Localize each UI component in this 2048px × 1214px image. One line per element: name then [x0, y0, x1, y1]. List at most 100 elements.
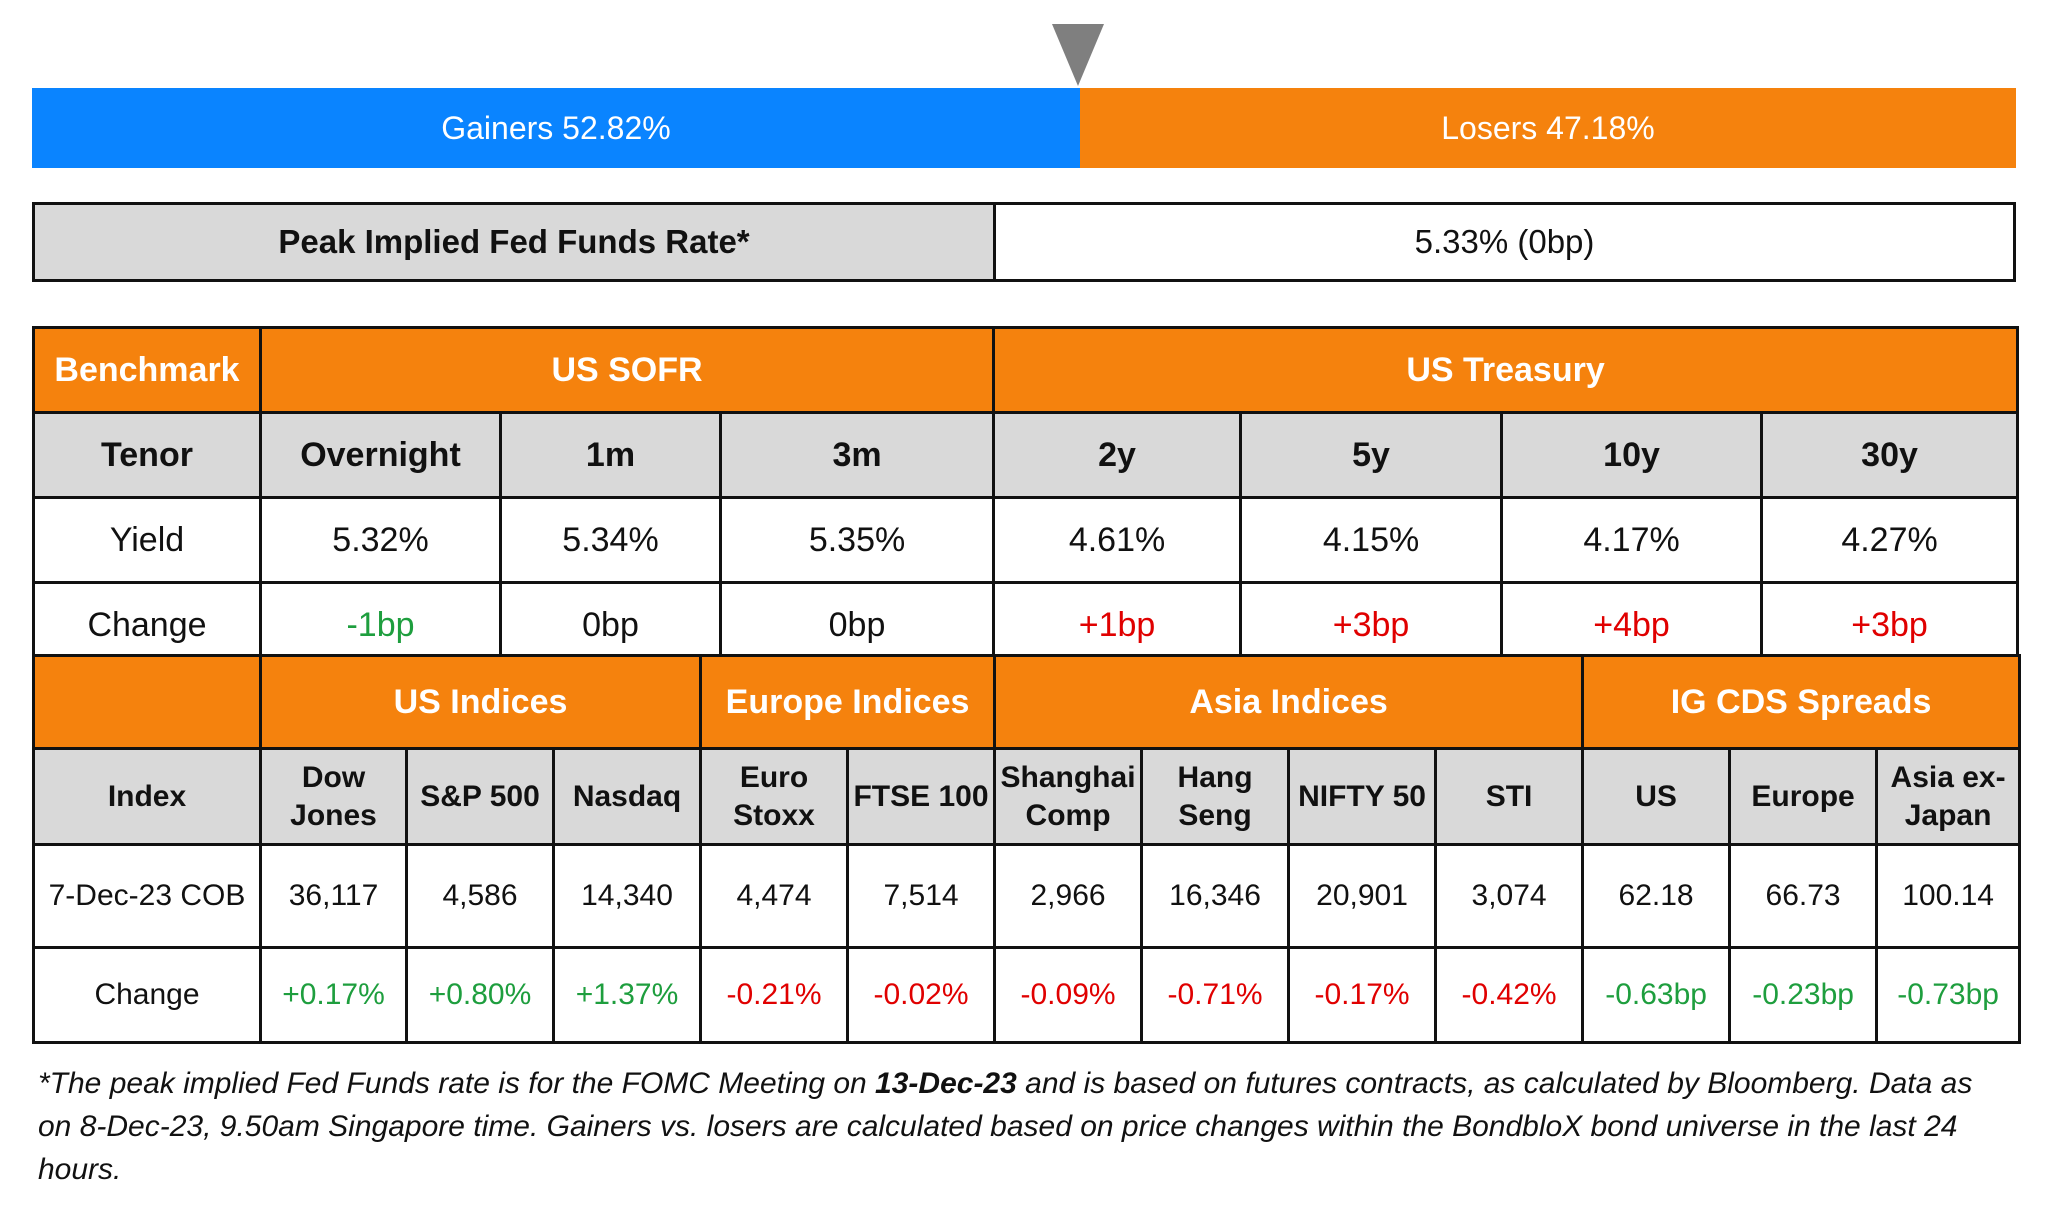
index-name-line: S&P 500: [420, 779, 540, 813]
index-change-cell: -0.63bp: [1581, 946, 1732, 1044]
index-name-cell: Europe: [1728, 747, 1879, 846]
index-name-line: Stoxx: [733, 798, 815, 832]
indices-group-header-row: US Indices Europe Indices Asia Indices I…: [32, 654, 2022, 750]
index-value-cell: 7,514: [846, 843, 997, 949]
index-name-cell: Dow Jones: [259, 747, 408, 846]
index-name-cell: Nasdaq: [551, 747, 703, 846]
index-name-line: Hang: [1177, 761, 1253, 794]
rates-table: Benchmark US SOFR US Treasury Tenor Over…: [32, 326, 2020, 669]
index-name-line: Comp: [1025, 798, 1111, 832]
index-name-line: Japan: [1904, 798, 1992, 832]
change-label: Change: [32, 581, 262, 669]
gainers-label: Gainers 52.82%: [441, 109, 671, 146]
index-value-cell: 4,474: [699, 843, 850, 949]
index-name-cell: STI: [1434, 747, 1585, 846]
index-name-cell: S&P 500: [405, 747, 555, 846]
rates-group-header-row: Benchmark US SOFR US Treasury: [32, 326, 2020, 414]
tenor-row: Tenor Overnight 1m 3m 2y 5y 10y 30y: [32, 411, 2020, 499]
index-change-cell: +0.17%: [259, 946, 408, 1044]
index-value-cell: 100.14: [1875, 843, 2022, 949]
yield-cell: 5.32%: [259, 496, 502, 584]
treasury-header: US Treasury: [992, 326, 2020, 414]
index-name-cell: US: [1581, 747, 1732, 846]
index-name-line: Europe: [1751, 779, 1855, 813]
change-cell: +3bp: [1239, 581, 1504, 669]
index-value-cell: 3,074: [1434, 843, 1585, 949]
index-change-cell: -0.73bp: [1875, 946, 2022, 1044]
index-name-line: Seng: [1178, 798, 1252, 832]
index-name-line: Euro: [739, 761, 809, 794]
yield-cell: 5.35%: [718, 496, 996, 584]
index-name-line: NIFTY 50: [1298, 779, 1426, 813]
us-indices-header: US Indices: [258, 654, 703, 750]
index-name-cell: Hang Seng: [1140, 747, 1291, 846]
losers-label: Losers 47.18%: [1441, 109, 1655, 146]
footnote: *The peak implied Fed Funds rate is for …: [38, 1062, 2008, 1191]
yield-label: Yield: [32, 496, 262, 584]
change-cell: +1bp: [992, 581, 1243, 669]
peak-rate-value: 5.33% (0bp): [996, 205, 2013, 279]
index-value-row: 7-Dec-23 COB 36,117 4,586 14,340 4,474 7…: [32, 843, 2022, 949]
ig-cds-header: IG CDS Spreads: [1581, 654, 2022, 750]
index-value-cell: 14,340: [551, 843, 703, 949]
change-cell: +3bp: [1760, 581, 2020, 669]
change-cell: 0bp: [718, 581, 996, 669]
index-label: Index: [32, 747, 262, 846]
tenor-cell: 30y: [1760, 411, 2020, 499]
index-name-cell: Asia ex- Japan: [1875, 747, 2022, 846]
index-name-line: STI: [1485, 779, 1533, 813]
tenor-cell: 10y: [1500, 411, 1764, 499]
tenor-cell: 5y: [1239, 411, 1504, 499]
index-change-cell: -0.09%: [993, 946, 1144, 1044]
index-name-row: Index Dow Jones S&P 500 Nasdaq Euro Stoxx …: [32, 747, 2022, 846]
index-value-cell: 36,117: [259, 843, 408, 949]
tenor-cell: 1m: [499, 411, 722, 499]
tenor-cell: 3m: [718, 411, 996, 499]
triangle-down-icon: [1052, 24, 1104, 86]
index-name-cell: FTSE 100: [846, 747, 997, 846]
yield-cell: 4.27%: [1760, 496, 2020, 584]
index-name-line: Shanghai: [1000, 761, 1136, 794]
tenor-label: Tenor: [32, 411, 262, 499]
index-name-cell: Shanghai Comp: [993, 747, 1144, 846]
index-change-cell: -0.71%: [1140, 946, 1291, 1044]
yield-cell: 4.15%: [1239, 496, 1504, 584]
index-value-cell: 66.73: [1728, 843, 1879, 949]
index-name-line: US: [1635, 779, 1677, 813]
benchmark-header: Benchmark: [32, 326, 262, 414]
index-change-cell: +0.80%: [405, 946, 555, 1044]
footnote-date: 13-Dec-23: [875, 1067, 1017, 1100]
index-change-cell: -0.42%: [1434, 946, 1585, 1044]
gainers-losers-bar: Gainers 52.82% Losers 47.18%: [32, 88, 2016, 168]
index-value-cell: 4,586: [405, 843, 555, 949]
losers-segment: Losers 47.18%: [1079, 88, 2016, 168]
yield-cell: 4.17%: [1500, 496, 1764, 584]
blank-header-cell: [32, 654, 262, 750]
index-name-cell: Euro Stoxx: [699, 747, 850, 846]
indices-table: US Indices Europe Indices Asia Indices I…: [32, 654, 2022, 1044]
europe-indices-header: Europe Indices: [699, 654, 997, 750]
change-cell: -1bp: [259, 581, 502, 669]
index-change-cell: -0.21%: [699, 946, 850, 1044]
index-name-line: FTSE 100: [853, 779, 989, 813]
index-change-cell: -0.17%: [1287, 946, 1438, 1044]
change-label: Change: [32, 946, 262, 1044]
index-value-cell: 62.18: [1581, 843, 1732, 949]
index-change-cell: -0.02%: [846, 946, 997, 1044]
index-value-cell: 20,901: [1287, 843, 1438, 949]
peak-rate-label: Peak Implied Fed Funds Rate*: [35, 205, 996, 279]
footnote-text-1: *The peak implied Fed Funds rate is for …: [38, 1067, 876, 1100]
yield-cell: 5.34%: [499, 496, 722, 584]
rates-change-row: Change -1bp 0bp 0bp +1bp +3bp +4bp +3bp: [32, 581, 2020, 669]
index-change-cell: -0.23bp: [1728, 946, 1879, 1044]
index-name-line: Asia ex-: [1890, 761, 2006, 794]
index-value-cell: 16,346: [1140, 843, 1291, 949]
yield-row: Yield 5.32% 5.34% 5.35% 4.61% 4.15% 4.17…: [32, 496, 2020, 584]
tenor-cell: Overnight: [259, 411, 502, 499]
yield-cell: 4.61%: [992, 496, 1243, 584]
index-name-cell: NIFTY 50: [1287, 747, 1438, 846]
index-name-line: Nasdaq: [572, 779, 682, 813]
index-name-line: Jones: [290, 798, 377, 832]
peak-rate-box: Peak Implied Fed Funds Rate* 5.33% (0bp): [32, 202, 2016, 282]
cob-label: 7-Dec-23 COB: [32, 843, 262, 949]
